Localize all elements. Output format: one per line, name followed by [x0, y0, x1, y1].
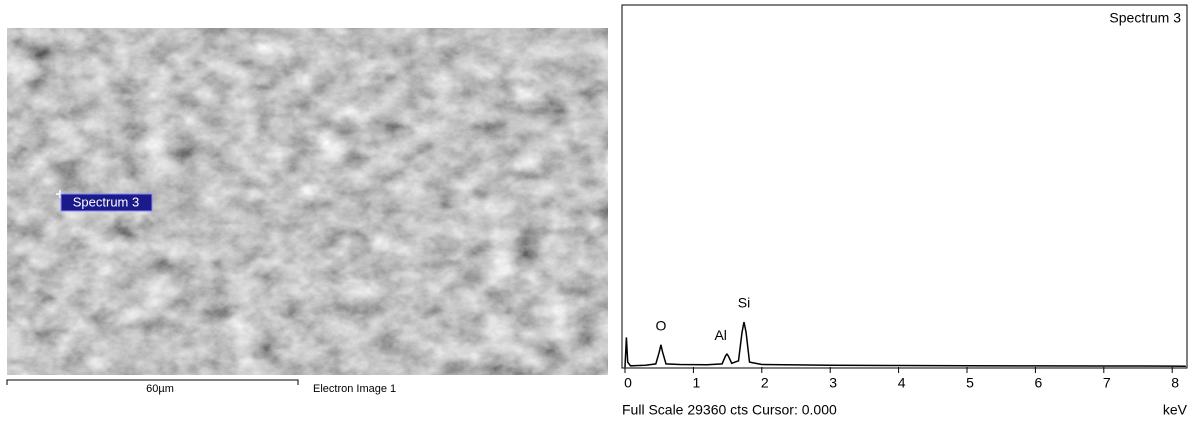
- page: Spectrum 3 60µm Electron Image 1 Spectru…: [0, 0, 1191, 425]
- scale-bar-label: 60µm: [146, 383, 174, 395]
- peak-label: Al: [714, 327, 726, 343]
- x-tick-label: 3: [829, 375, 837, 391]
- x-tick-label: 6: [1035, 375, 1043, 391]
- figure: Spectrum 3 60µm Electron Image 1 Spectru…: [0, 0, 1191, 425]
- x-tick-label: 2: [761, 375, 769, 391]
- x-axis-label: keV: [1163, 402, 1188, 418]
- peak-label: O: [655, 318, 666, 334]
- x-tick-label: 8: [1171, 375, 1179, 391]
- x-tick-label: 4: [898, 375, 906, 391]
- footer: Full Scale 29360 cts Cursor: 0.000: [622, 402, 837, 418]
- x-tick-label: 7: [1103, 375, 1111, 391]
- spectrum-line: [625, 322, 1186, 367]
- x-tick-label: 1: [693, 375, 701, 391]
- chart-title: Spectrum 3: [1109, 10, 1181, 26]
- image-caption: Electron Image 1: [313, 383, 396, 395]
- peak-label: Si: [738, 295, 750, 311]
- plot-frame: [622, 5, 1187, 368]
- x-tick-label: 0: [624, 375, 632, 391]
- marker-label: Spectrum 3: [73, 194, 139, 209]
- x-tick-label: 5: [966, 375, 974, 391]
